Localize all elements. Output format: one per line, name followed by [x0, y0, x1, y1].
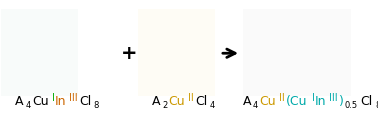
FancyBboxPatch shape — [138, 9, 215, 96]
Text: In: In — [315, 95, 327, 108]
Text: 8: 8 — [94, 101, 99, 110]
Text: Cu: Cu — [259, 95, 276, 108]
Text: +: + — [121, 44, 137, 63]
Text: Cl: Cl — [195, 95, 207, 108]
Text: A: A — [243, 95, 251, 108]
Text: II: II — [188, 93, 194, 103]
Text: A: A — [15, 95, 24, 108]
Text: In: In — [55, 95, 67, 108]
Text: 0.5: 0.5 — [345, 101, 358, 110]
Text: 4: 4 — [209, 101, 215, 110]
FancyBboxPatch shape — [243, 9, 351, 96]
Text: 2: 2 — [162, 101, 167, 110]
Text: III: III — [329, 93, 337, 103]
Text: Cl: Cl — [79, 95, 91, 108]
Text: ): ) — [339, 95, 344, 108]
Text: 8: 8 — [375, 101, 378, 110]
Text: III: III — [69, 93, 77, 103]
Text: A: A — [152, 95, 160, 108]
Text: (Cu: (Cu — [286, 95, 307, 108]
Text: Cl: Cl — [361, 95, 373, 108]
Text: II: II — [279, 93, 285, 103]
Text: 4: 4 — [253, 101, 258, 110]
Text: Cu: Cu — [32, 95, 48, 108]
FancyBboxPatch shape — [2, 9, 78, 96]
Text: I: I — [311, 93, 314, 103]
Text: Cu: Cu — [168, 95, 185, 108]
Text: 4: 4 — [26, 101, 31, 110]
Text: I: I — [52, 93, 54, 103]
